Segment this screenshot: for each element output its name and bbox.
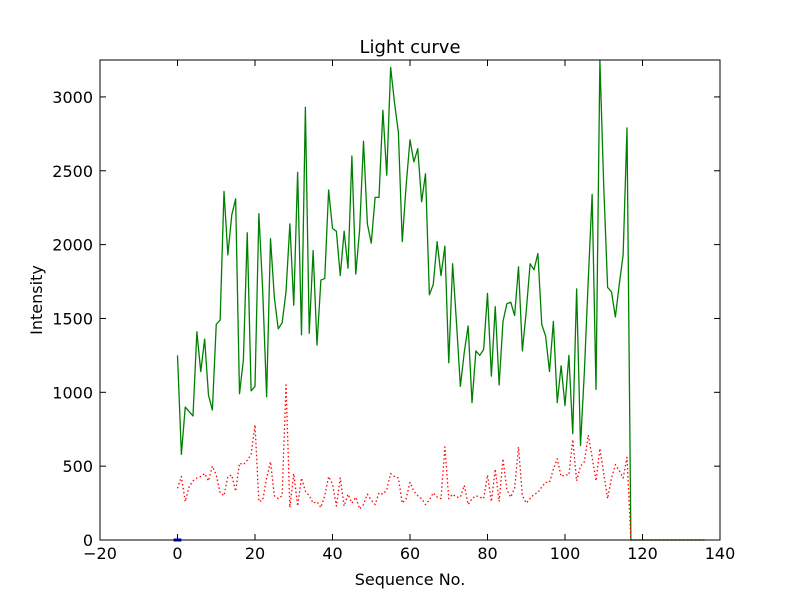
x-tick-label: 20 [245, 544, 265, 563]
x-tick-label: 80 [477, 544, 497, 563]
x-tick-label: 0 [172, 544, 182, 563]
x-tick-label: 120 [627, 544, 658, 563]
plot-frame [99, 59, 721, 541]
y-tick-label: 1000 [52, 383, 93, 402]
x-tick-label: 140 [705, 544, 736, 563]
x-tick-label: −20 [83, 544, 117, 563]
y-tick-label: 3000 [52, 88, 93, 107]
y-tick-label: 500 [62, 457, 93, 476]
axis-ticks: −20 0 20 40 60 80 100 120 1400500100015002000250… [52, 60, 735, 563]
series-1-line [176, 384, 705, 541]
x-tick-label: 60 [400, 544, 420, 563]
chart-title: Light curve [359, 37, 460, 58]
y-tick-label: 1500 [52, 309, 93, 328]
y-tick-label: 2000 [52, 236, 93, 255]
y-tick-label: 0 [83, 531, 93, 550]
x-tick-label: 100 [550, 544, 581, 563]
x-axis-label: Sequence No. [355, 570, 466, 589]
y-axis-label: Intensity [27, 265, 46, 335]
series-0-line [176, 59, 705, 541]
x-tick-label: 40 [322, 544, 342, 563]
y-tick-label: 2500 [52, 162, 93, 181]
